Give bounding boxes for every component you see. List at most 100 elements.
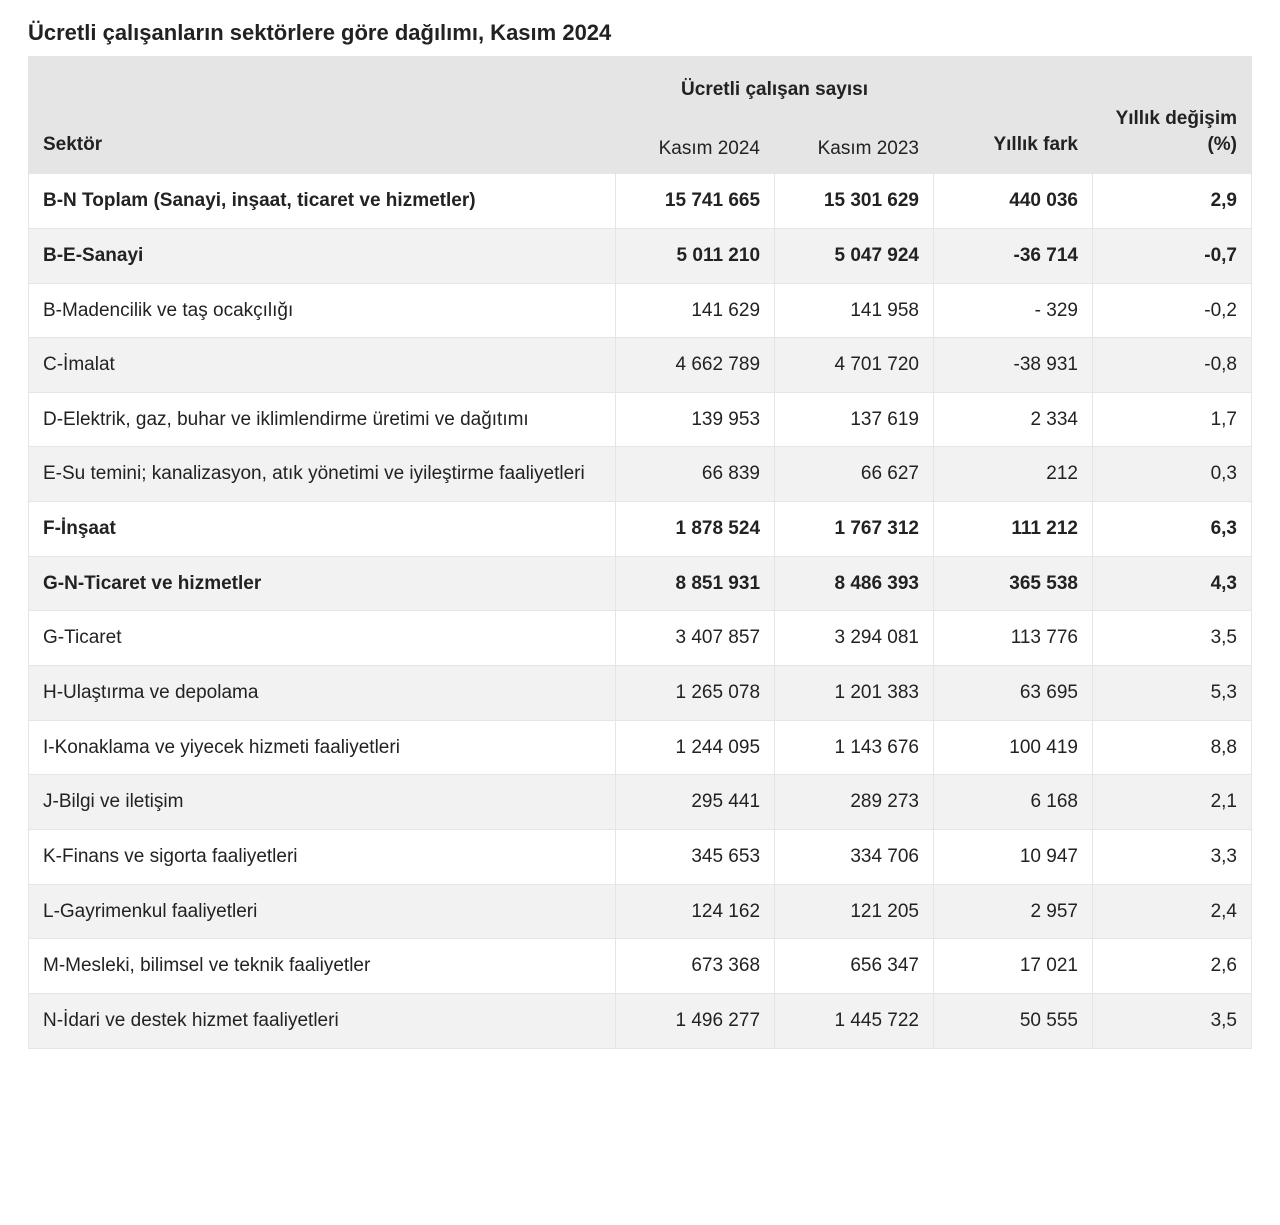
table-row: B-Madencilik ve taş ocakçılığı141 629141… (29, 283, 1252, 338)
table-row: G-Ticaret3 407 8573 294 081113 7763,5 (29, 611, 1252, 666)
cell-2023: 1 445 722 (775, 993, 934, 1048)
cell-sector: G-N-Ticaret ve hizmetler (29, 556, 616, 611)
table-row: C-İmalat4 662 7894 701 720-38 931-0,8 (29, 338, 1252, 393)
cell-diff: 365 538 (934, 556, 1093, 611)
cell-sector: M-Mesleki, bilimsel ve teknik faaliyetle… (29, 939, 616, 994)
cell-diff: 63 695 (934, 666, 1093, 721)
table-row: H-Ulaştırma ve depolama1 265 0781 201 38… (29, 666, 1252, 721)
cell-pct: 3,5 (1092, 993, 1251, 1048)
cell-diff: -38 931 (934, 338, 1093, 393)
cell-sector: D-Elektrik, gaz, buhar ve iklimlendirme … (29, 392, 616, 447)
cell-sector: E-Su temini; kanalizasyon, atık yönetimi… (29, 447, 616, 502)
cell-2024: 1 244 095 (616, 720, 775, 775)
cell-diff: - 329 (934, 283, 1093, 338)
table-row: K-Finans ve sigorta faaliyetleri345 6533… (29, 829, 1252, 884)
cell-sector: N-İdari ve destek hizmet faaliyetleri (29, 993, 616, 1048)
table-row: B-N Toplam (Sanayi, inşaat, ticaret ve h… (29, 174, 1252, 229)
table-row: I-Konaklama ve yiyecek hizmeti faaliyetl… (29, 720, 1252, 775)
cell-2024: 139 953 (616, 392, 775, 447)
cell-2023: 8 486 393 (775, 556, 934, 611)
cell-2023: 1 143 676 (775, 720, 934, 775)
cell-sector: F-İnşaat (29, 502, 616, 557)
table-row: F-İnşaat1 878 5241 767 312111 2126,3 (29, 502, 1252, 557)
cell-diff: 2 334 (934, 392, 1093, 447)
header-col-2023: Kasım 2023 (775, 123, 934, 174)
cell-2024: 5 011 210 (616, 228, 775, 283)
table-body: B-N Toplam (Sanayi, inşaat, ticaret ve h… (29, 174, 1252, 1048)
sector-table: Sektör Ücretli çalışan sayısı Yıllık far… (28, 56, 1252, 1049)
cell-diff: 17 021 (934, 939, 1093, 994)
header-diff: Yıllık fark (934, 57, 1093, 174)
cell-pct: 6,3 (1092, 502, 1251, 557)
cell-sector: L-Gayrimenkul faaliyetleri (29, 884, 616, 939)
table-row: G-N-Ticaret ve hizmetler8 851 9318 486 3… (29, 556, 1252, 611)
cell-2023: 334 706 (775, 829, 934, 884)
cell-2024: 141 629 (616, 283, 775, 338)
table-container: Ücretli çalışanların sektörlere göre dağ… (0, 0, 1280, 1089)
cell-sector: H-Ulaştırma ve depolama (29, 666, 616, 721)
cell-sector: C-İmalat (29, 338, 616, 393)
cell-2023: 289 273 (775, 775, 934, 830)
cell-2023: 137 619 (775, 392, 934, 447)
cell-2024: 15 741 665 (616, 174, 775, 229)
cell-sector: I-Konaklama ve yiyecek hizmeti faaliyetl… (29, 720, 616, 775)
cell-pct: 0,3 (1092, 447, 1251, 502)
cell-sector: J-Bilgi ve iletişim (29, 775, 616, 830)
cell-pct: -0,7 (1092, 228, 1251, 283)
cell-2023: 141 958 (775, 283, 934, 338)
cell-diff: 6 168 (934, 775, 1093, 830)
cell-pct: 2,6 (1092, 939, 1251, 994)
cell-diff: 2 957 (934, 884, 1093, 939)
cell-pct: 3,5 (1092, 611, 1251, 666)
cell-pct: 8,8 (1092, 720, 1251, 775)
table-row: D-Elektrik, gaz, buhar ve iklimlendirme … (29, 392, 1252, 447)
cell-2023: 15 301 629 (775, 174, 934, 229)
cell-pct: 2,9 (1092, 174, 1251, 229)
cell-2023: 66 627 (775, 447, 934, 502)
cell-2023: 656 347 (775, 939, 934, 994)
table-header: Sektör Ücretli çalışan sayısı Yıllık far… (29, 57, 1252, 174)
cell-2024: 345 653 (616, 829, 775, 884)
header-group: Ücretli çalışan sayısı (616, 57, 934, 124)
cell-diff: 212 (934, 447, 1093, 502)
cell-2023: 5 047 924 (775, 228, 934, 283)
cell-pct: 1,7 (1092, 392, 1251, 447)
cell-diff: 440 036 (934, 174, 1093, 229)
cell-diff: -36 714 (934, 228, 1093, 283)
cell-sector: B-Madencilik ve taş ocakçılığı (29, 283, 616, 338)
table-row: J-Bilgi ve iletişim295 441289 2736 1682,… (29, 775, 1252, 830)
cell-pct: -0,2 (1092, 283, 1251, 338)
cell-pct: 2,1 (1092, 775, 1251, 830)
header-pct: Yıllık değişim (%) (1092, 57, 1251, 174)
cell-sector: B-E-Sanayi (29, 228, 616, 283)
cell-2023: 4 701 720 (775, 338, 934, 393)
cell-diff: 100 419 (934, 720, 1093, 775)
cell-2024: 124 162 (616, 884, 775, 939)
cell-2023: 1 201 383 (775, 666, 934, 721)
cell-diff: 113 776 (934, 611, 1093, 666)
cell-diff: 10 947 (934, 829, 1093, 884)
table-title: Ücretli çalışanların sektörlere göre dağ… (28, 20, 1252, 46)
cell-diff: 50 555 (934, 993, 1093, 1048)
cell-2024: 66 839 (616, 447, 775, 502)
cell-pct: 5,3 (1092, 666, 1251, 721)
table-row: L-Gayrimenkul faaliyetleri124 162121 205… (29, 884, 1252, 939)
header-col-2024: Kasım 2024 (616, 123, 775, 174)
cell-2024: 3 407 857 (616, 611, 775, 666)
header-sector: Sektör (29, 57, 616, 174)
cell-2023: 3 294 081 (775, 611, 934, 666)
cell-pct: -0,8 (1092, 338, 1251, 393)
cell-sector: B-N Toplam (Sanayi, inşaat, ticaret ve h… (29, 174, 616, 229)
cell-pct: 3,3 (1092, 829, 1251, 884)
cell-sector: K-Finans ve sigorta faaliyetleri (29, 829, 616, 884)
table-row: E-Su temini; kanalizasyon, atık yönetimi… (29, 447, 1252, 502)
cell-2023: 121 205 (775, 884, 934, 939)
cell-2024: 4 662 789 (616, 338, 775, 393)
table-row: N-İdari ve destek hizmet faaliyetleri 1 4… (29, 993, 1252, 1048)
cell-2024: 1 265 078 (616, 666, 775, 721)
cell-pct: 4,3 (1092, 556, 1251, 611)
table-row: B-E-Sanayi5 011 2105 047 924-36 714-0,7 (29, 228, 1252, 283)
cell-diff: 111 212 (934, 502, 1093, 557)
cell-2023: 1 767 312 (775, 502, 934, 557)
cell-2024: 1 878 524 (616, 502, 775, 557)
